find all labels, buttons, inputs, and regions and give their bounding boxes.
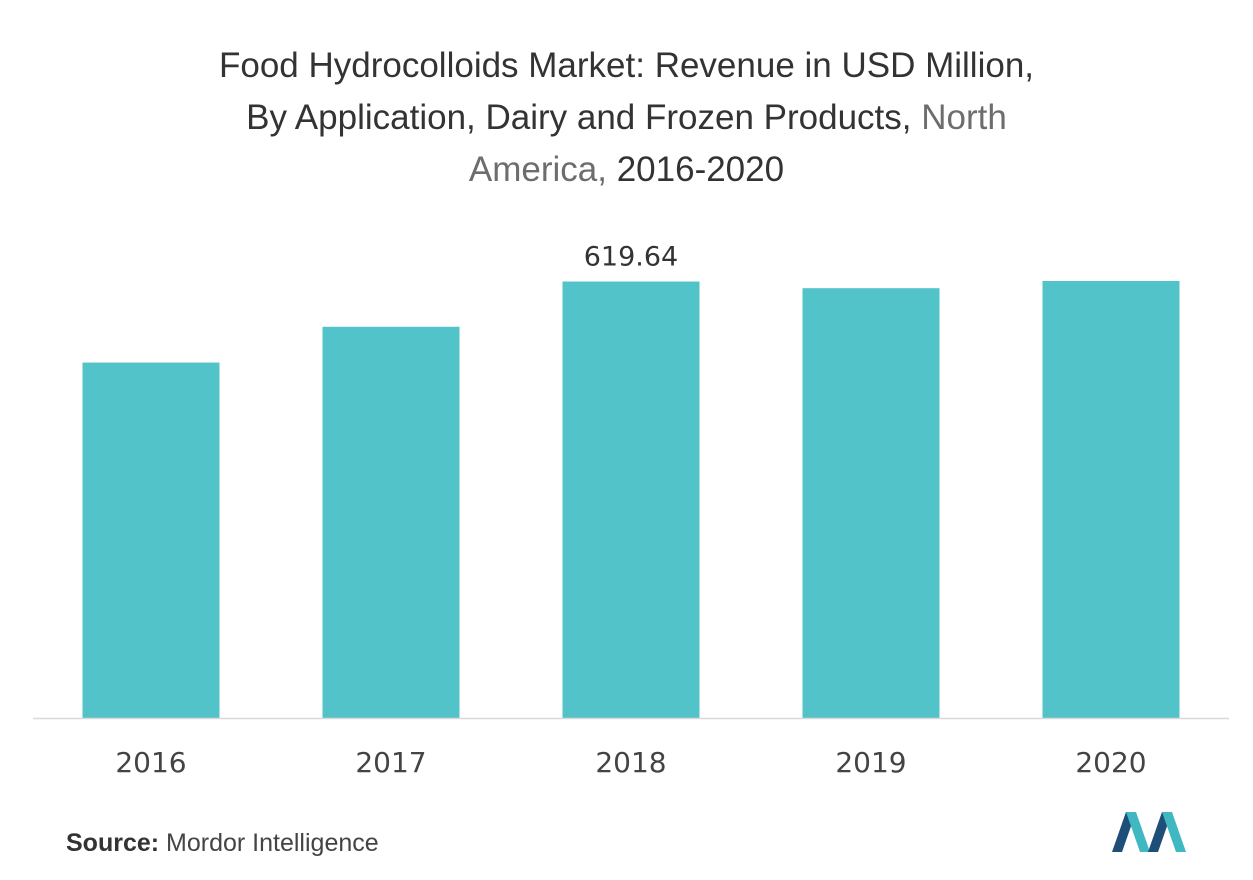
bar-chart: 2016 2017 2018 619.64 2019 2020 xyxy=(33,242,1229,779)
title-line-2-dark: By Application, Dairy and Frozen Product… xyxy=(246,98,922,137)
title-line-1: Food Hydrocolloids Market: Revenue in US… xyxy=(218,46,1035,85)
title-line-3: America, 2016-2020 xyxy=(120,144,1133,196)
bar-2018 xyxy=(562,281,700,718)
bar-2020 xyxy=(1042,281,1180,718)
source-label: Source: xyxy=(66,829,160,857)
data-label-2018: 619.64 xyxy=(584,242,678,273)
title-line-3-light: America, xyxy=(468,150,617,189)
title-line-2: By Application, Dairy and Frozen Product… xyxy=(120,92,1133,144)
x-tick-label-2020: 2020 xyxy=(1075,746,1146,779)
source-note: Source: Mordor Intelligence xyxy=(66,829,379,858)
bar-2016 xyxy=(82,362,220,718)
bar-2019 xyxy=(802,288,940,718)
title-line-2-light: North xyxy=(921,98,1007,137)
title-line-3-dark: 2016-2020 xyxy=(616,150,785,189)
bar-2017 xyxy=(322,326,460,718)
source-text: Mordor Intelligence xyxy=(159,829,379,857)
x-tick-label-2018: 2018 xyxy=(595,746,666,779)
x-tick-label-2017: 2017 xyxy=(355,746,426,779)
logo-shape-mid xyxy=(1126,812,1150,852)
mordor-intelligence-logo xyxy=(1112,812,1186,852)
logo-shape-right-b xyxy=(1162,812,1186,852)
x-tick-label-2019: 2019 xyxy=(835,746,906,779)
x-tick-label-2016: 2016 xyxy=(115,746,186,779)
chart-title: Food Hydrocolloids Market: Revenue in US… xyxy=(120,40,1133,196)
